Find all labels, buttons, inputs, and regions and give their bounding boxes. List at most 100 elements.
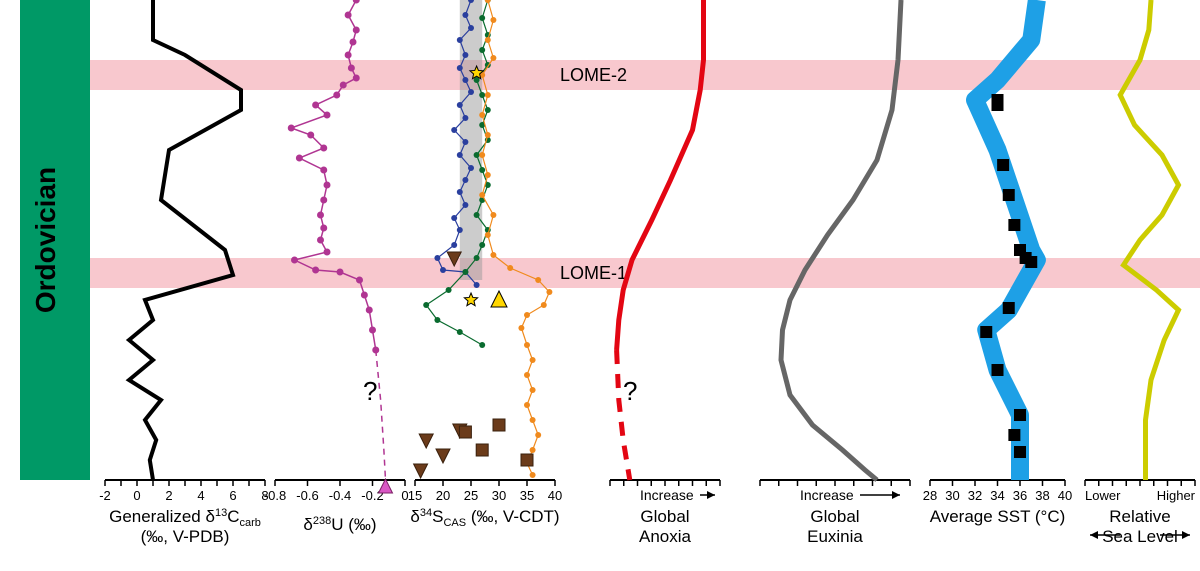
d34s-marker [524,312,530,318]
d238u-marker [320,167,327,174]
d238u-marker [320,197,327,204]
d238u-marker [333,92,340,99]
d238u-marker [340,82,347,89]
d34s-marker [468,89,474,95]
d34s-marker [423,302,429,308]
d34s-marker [479,92,485,98]
d238u-marker [337,269,344,276]
event-label: LOME-2 [560,65,627,85]
d34s-marker [462,77,468,83]
triangle-marker [379,479,393,493]
d34s-marker [490,252,496,258]
arrow-head [892,491,900,499]
panel-label: Average SST (°C) [930,507,1066,526]
panel-label2: Anoxia [639,527,692,546]
d34s-marker [462,177,468,183]
d238u-marker [348,65,355,72]
d34s-marker [530,357,536,363]
yellow-triangle [491,291,507,307]
d34s-marker [468,165,474,171]
d34s-marker [485,132,491,138]
axis-tick-label: 40 [1058,488,1072,503]
d34s-marker [462,12,468,18]
d34s-marker [451,215,457,221]
d34s-marker [474,212,480,218]
axis-tick-label: 20 [436,488,450,503]
sst-square [980,326,992,338]
axis-tick-label: 2 [165,488,172,503]
d34s-marker [530,472,536,478]
event-label: LOME-1 [560,263,627,283]
arrow-head [1182,531,1190,539]
d34s-marker [546,289,552,295]
d34s-marker [446,287,452,293]
d238u-marker [320,145,327,152]
panel-unit: (‰, V-PDB) [141,527,230,546]
axis-tick-label: 38 [1035,488,1049,503]
d34s-marker [479,242,485,248]
panel-label: Global [640,507,689,526]
d34s-marker [485,107,491,113]
panel-label: δ34SCAS (‰, V-CDT) [410,507,559,529]
d34s-marker [479,47,485,53]
question-mark: ? [623,376,637,406]
sst-square [1003,302,1015,314]
d238u-marker [291,257,298,264]
axis-tick-label: -0.8 [264,488,286,503]
d34s-marker [457,329,463,335]
d34s-marker [457,152,463,158]
d238u-marker [312,102,319,109]
axis-tick-label: 0 [133,488,140,503]
axis-tick-label: 40 [548,488,562,503]
d238u-marker [361,292,368,299]
axis-tick-label: -0.4 [329,488,351,503]
brown-square [476,444,488,456]
d34s-marker [485,172,491,178]
panel-label: Generalized δ13Ccarb [109,507,261,529]
direction-label: Increase [800,487,854,503]
d238u-marker [288,125,295,132]
d34s-marker [474,282,480,288]
d34s-marker [462,202,468,208]
d34s-marker [507,265,513,271]
d34s-marker [524,372,530,378]
brown-triangle [419,434,433,448]
d34s-marker [535,432,541,438]
d34s-marker [530,417,536,423]
d238u-marker [366,307,373,314]
d238u-marker [307,132,314,139]
d238u-marker [353,75,360,82]
d238u-marker [345,52,352,59]
axis-tick-label: 30 [492,488,506,503]
d34s-marker [451,242,457,248]
panel-label2: Sea Level [1102,527,1178,546]
d238u-marker [296,155,303,162]
panel-label: Global [810,507,859,526]
d238u-marker [317,237,324,244]
lower-label: Lower [1085,488,1121,503]
brown-square [521,454,533,466]
d238u-marker [320,225,327,232]
d34s-marker [462,115,468,121]
d34s-marker [457,37,463,43]
arrow-head [1090,531,1098,539]
d238u-marker [356,277,363,284]
sst-square [997,159,1009,171]
d34s-marker [474,152,480,158]
axis-tick-label: 32 [968,488,982,503]
brown-triangle [436,449,450,463]
axis-tick-label: 30 [945,488,959,503]
axis-tick-label: 4 [197,488,204,503]
panel-label: δ238U (‰) [303,515,376,534]
d34s-marker [468,25,474,31]
sst-square [992,364,1004,376]
axis-tick-label: 28 [923,488,937,503]
d34s-marker [451,127,457,133]
panel-label: Relative [1109,507,1170,526]
d238u-marker [324,182,331,189]
d34s-marker [485,232,491,238]
d34s-marker [479,15,485,21]
axis-tick-label: 25 [464,488,478,503]
axis-tick-label: 35 [520,488,534,503]
axis-tick-label: 36 [1013,488,1027,503]
